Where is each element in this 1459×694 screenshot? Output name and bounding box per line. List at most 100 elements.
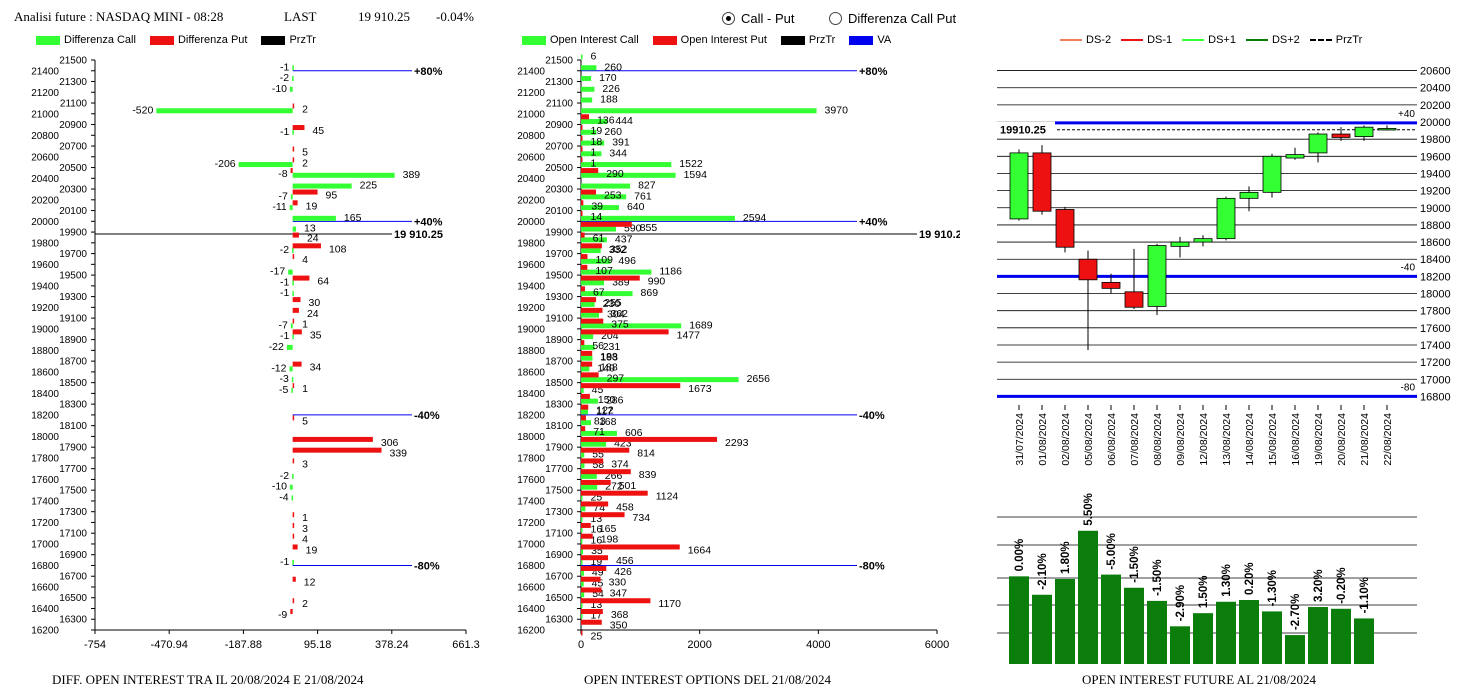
strike-label: 20600 bbox=[517, 152, 545, 163]
put-value-label: 150 bbox=[598, 394, 616, 406]
call-bar bbox=[581, 86, 595, 92]
strike-label: 17500 bbox=[545, 486, 573, 497]
call-bar bbox=[290, 86, 293, 92]
put-value-label: 56 bbox=[592, 340, 604, 352]
strike-label: 17700 bbox=[59, 464, 87, 475]
caption-future: OPEN INTEREST FUTURE AL 21/08/2024 bbox=[1082, 672, 1317, 687]
put-bar bbox=[581, 512, 625, 518]
blue-swatch bbox=[849, 35, 874, 45]
put-value-label: 19 bbox=[591, 125, 603, 137]
strike-label: 17600 bbox=[517, 475, 545, 486]
call-bar bbox=[581, 366, 590, 372]
oi-change-label: 1.50% bbox=[1198, 576, 1210, 609]
legend-label: Open Interest Put bbox=[680, 34, 767, 46]
call-value-label: 74 bbox=[593, 502, 605, 514]
call-value-label: -3 bbox=[280, 373, 289, 385]
put-value-label: 456 bbox=[616, 555, 634, 567]
call-bar bbox=[581, 506, 586, 512]
strike-label: 20400 bbox=[517, 174, 545, 185]
oi-bar bbox=[1124, 587, 1144, 664]
call-value-label: 1689 bbox=[689, 319, 713, 331]
strike-label: 20000 bbox=[517, 217, 545, 228]
call-value-label: 444 bbox=[615, 115, 633, 127]
radio-call-put[interactable]: Call - Put bbox=[722, 11, 794, 26]
strike-label: 19000 bbox=[31, 324, 59, 335]
diff-oi-chart: 2150021400213002120021100210002090020800… bbox=[31, 56, 480, 652]
radio-unselected-icon[interactable] bbox=[829, 12, 842, 25]
y-tick-label: 19600 bbox=[1420, 151, 1451, 163]
call-bar bbox=[581, 226, 617, 232]
put-bar bbox=[581, 490, 648, 496]
level-label: +40% bbox=[859, 216, 888, 228]
strike-label: 20900 bbox=[59, 120, 87, 131]
strike-label: 18000 bbox=[517, 432, 545, 443]
date-label: 12/08/2024 bbox=[1198, 413, 1210, 466]
put-bar bbox=[581, 565, 607, 571]
put-bar bbox=[292, 415, 295, 421]
put-bar bbox=[581, 415, 586, 421]
oi-bar bbox=[1170, 626, 1190, 664]
oi-bar bbox=[1285, 635, 1305, 664]
x-tick-label: 0 bbox=[578, 639, 584, 651]
call-bar bbox=[292, 183, 352, 189]
call-value-label: -10 bbox=[272, 481, 287, 493]
call-value-label: 496 bbox=[618, 255, 636, 267]
legend-future: DS-2 DS-1 DS+1 DS+2 PrzTr bbox=[1060, 34, 1362, 46]
put-bar bbox=[581, 221, 632, 227]
put-bar bbox=[581, 232, 585, 238]
call-value-label: 6 bbox=[591, 51, 597, 63]
call-bar bbox=[289, 205, 293, 211]
strike-label: 19100 bbox=[59, 314, 87, 325]
call-bar bbox=[581, 473, 597, 479]
put-value-label: 734 bbox=[633, 512, 651, 524]
oi-bar bbox=[1262, 611, 1282, 664]
call-bar bbox=[581, 538, 583, 544]
strike-label: 18800 bbox=[31, 346, 59, 357]
call-bar bbox=[581, 409, 588, 415]
oi-change-label: -1.30% bbox=[1267, 570, 1279, 606]
put-value-label: 339 bbox=[390, 448, 408, 460]
call-value-label: 225 bbox=[360, 180, 378, 192]
strike-label: 16300 bbox=[59, 615, 87, 626]
put-bar bbox=[292, 544, 298, 550]
put-bar bbox=[292, 232, 299, 238]
call-bar bbox=[292, 280, 294, 286]
strike-label: 16200 bbox=[517, 626, 545, 637]
call-value-label: -1 bbox=[280, 61, 289, 73]
call-bar bbox=[290, 323, 293, 329]
call-bar bbox=[581, 237, 607, 243]
radio-selected-icon[interactable] bbox=[722, 12, 735, 25]
put-value-label: 83 bbox=[594, 415, 606, 427]
put-bar bbox=[581, 501, 609, 507]
put-bar bbox=[292, 254, 295, 260]
strike-label: 19800 bbox=[31, 238, 59, 249]
put-bar bbox=[292, 125, 305, 131]
call-bar bbox=[581, 248, 601, 254]
strike-label: 16400 bbox=[31, 604, 59, 615]
call-bar bbox=[581, 323, 682, 329]
call-bar bbox=[291, 387, 293, 393]
legend-label: Differenza Call bbox=[64, 34, 136, 46]
call-bar bbox=[581, 76, 592, 82]
strike-label: 16900 bbox=[545, 550, 573, 561]
strike-label: 20200 bbox=[517, 195, 545, 206]
last-label: LAST bbox=[284, 9, 317, 24]
call-bar bbox=[581, 549, 584, 555]
put-bar bbox=[581, 426, 586, 432]
call-bar bbox=[581, 108, 817, 114]
radio-diff-call-put[interactable]: Differenza Call Put bbox=[829, 11, 956, 26]
put-bar bbox=[581, 243, 602, 249]
candle-body bbox=[1124, 291, 1144, 308]
strike-label: 20400 bbox=[31, 174, 59, 185]
put-bar bbox=[581, 372, 599, 378]
strike-label: 16500 bbox=[545, 593, 573, 604]
oi-bar bbox=[1331, 608, 1351, 664]
call-bar bbox=[581, 205, 619, 211]
put-bar bbox=[581, 608, 603, 614]
oi-bar bbox=[1101, 574, 1121, 664]
strike-label: 20800 bbox=[517, 131, 545, 142]
put-value-label: 188 bbox=[600, 362, 618, 374]
call-value-label: 170 bbox=[599, 72, 617, 84]
strike-label: 19300 bbox=[545, 292, 573, 303]
strike-label: 19100 bbox=[545, 314, 573, 325]
